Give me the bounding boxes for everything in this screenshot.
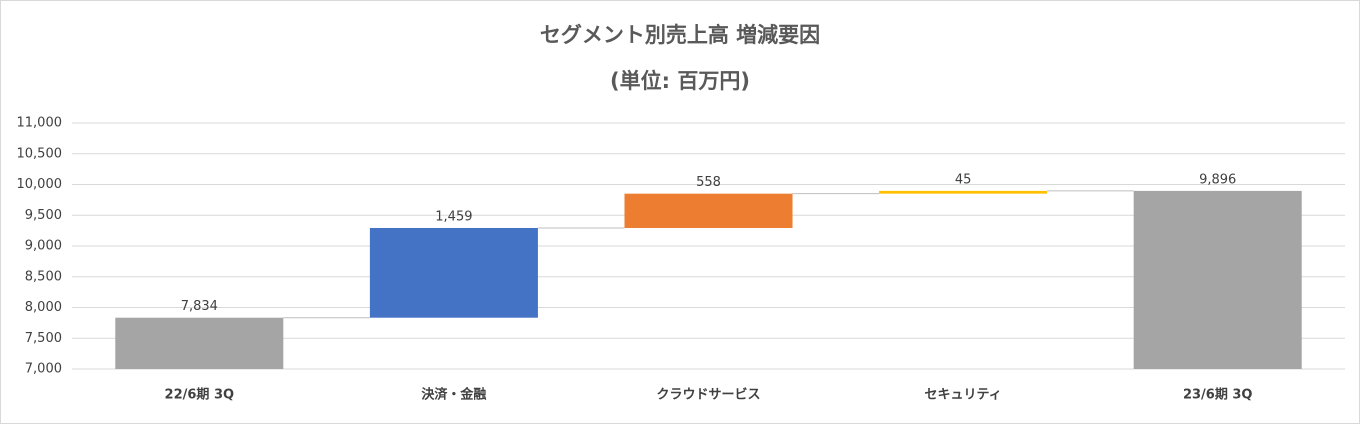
y-tick-label: 8,500 [25, 269, 62, 284]
x-tick-label: 23/6期 3Q [1183, 388, 1253, 403]
bar [369, 227, 538, 318]
y-tick-label: 7,000 [25, 362, 62, 377]
data-label: 9,896 [1199, 172, 1236, 187]
bar [624, 193, 793, 228]
y-tick-label: 9,500 [25, 208, 62, 223]
bar [115, 317, 284, 369]
y-tick-label: 7,500 [25, 331, 62, 346]
chart-subtitle: (単位: 百万円) [610, 69, 750, 93]
y-tick-label: 9,000 [25, 239, 62, 254]
y-tick-label: 11,000 [17, 116, 63, 131]
data-label: 558 [696, 175, 721, 190]
y-tick-label: 8,000 [25, 300, 62, 315]
data-label: 7,834 [181, 299, 218, 314]
chart-title: セグメント別売上高 増減要因 [540, 23, 820, 47]
y-tick-label: 10,000 [17, 177, 63, 192]
bar [879, 190, 1048, 194]
data-label: 45 [955, 172, 972, 187]
x-tick-label: 決済・金融 [421, 387, 486, 403]
x-tick-label: クラウドサービス [656, 387, 760, 403]
bar [1133, 190, 1302, 369]
x-tick-label: セキュリティ [924, 388, 1001, 403]
x-tick-label: 22/6期 3Q [165, 388, 235, 403]
data-label: 1,459 [435, 209, 472, 224]
y-tick-label: 10,500 [17, 146, 63, 161]
